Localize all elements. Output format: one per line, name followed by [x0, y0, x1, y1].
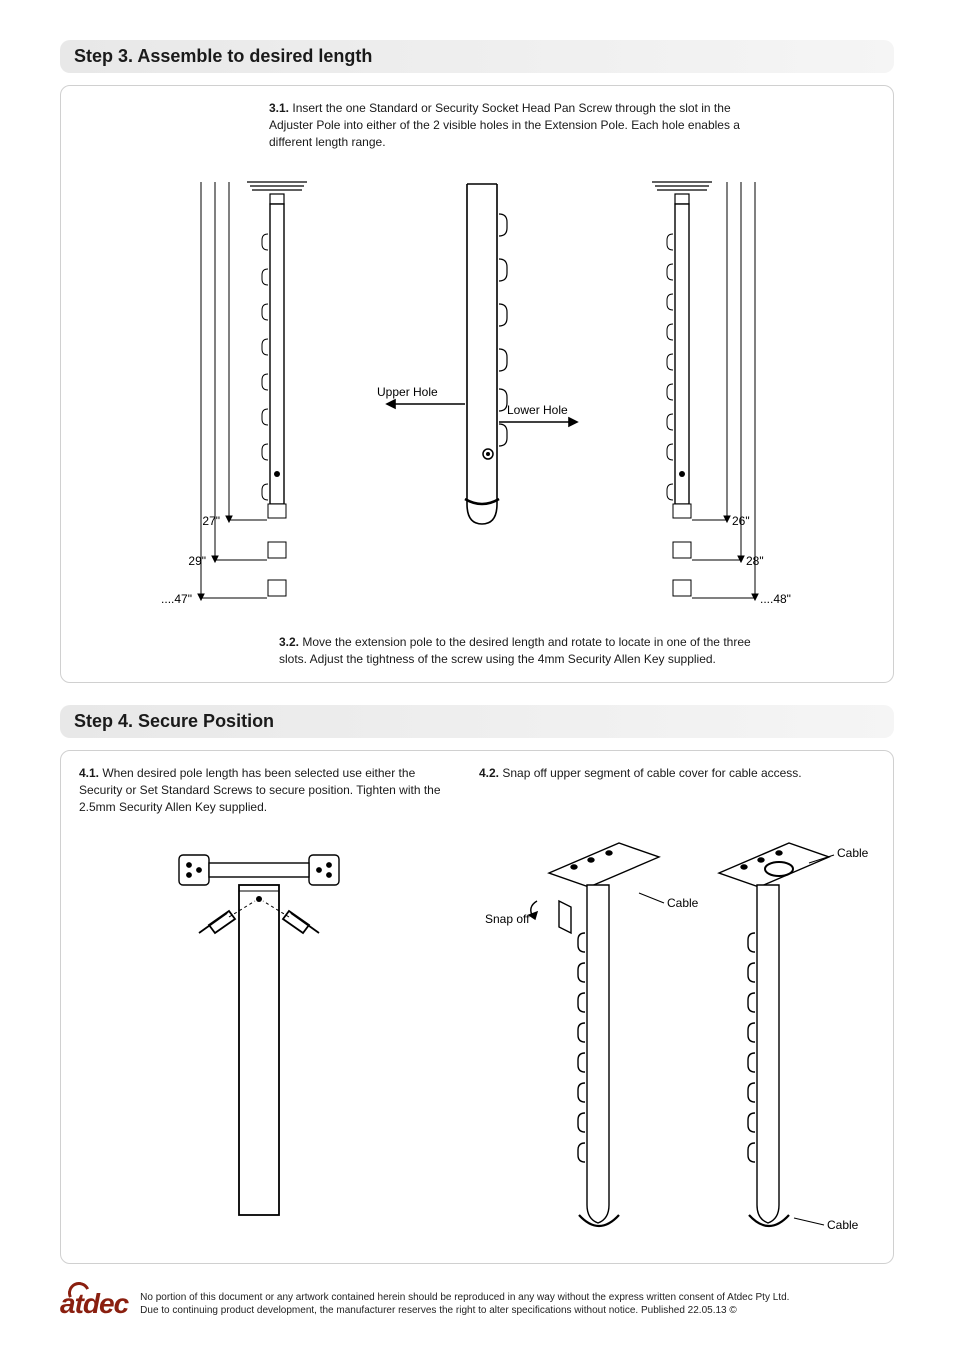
- dim-26: 26": [732, 514, 750, 528]
- pole-right-icon: 26" 28" ....48": [632, 164, 852, 614]
- step3-instr-31-text: Insert the one Standard or Security Sock…: [269, 101, 740, 149]
- upper-hole-label: Upper Hole: [377, 385, 438, 399]
- step3-right-column: 26" 28" ....48": [610, 164, 875, 614]
- step3-header: Step 3. Assemble to desired length: [60, 40, 894, 73]
- step4-instr-41-text: When desired pole length has been select…: [79, 766, 441, 814]
- step3-left-column: 27" 29" ....47": [79, 164, 344, 614]
- dim-27: 27": [202, 514, 220, 528]
- step3-instr-32-num: 3.2.: [279, 635, 299, 649]
- step3-instr-31-num: 3.1.: [269, 101, 289, 115]
- step4-diagram-42-icon: Snap off Cable: [479, 823, 879, 1243]
- step4-col-42: 4.2. Snap off upper segment of cable cov…: [479, 765, 879, 1243]
- step4-instr-42-num: 4.2.: [479, 766, 499, 780]
- step4-instr-41-num: 4.1.: [79, 766, 99, 780]
- step4-box: 4.1. When desired pole length has been s…: [60, 750, 894, 1264]
- cable-label-1: Cable: [667, 896, 699, 910]
- dim-47: ....47": [161, 592, 192, 606]
- step4-instr-42: 4.2. Snap off upper segment of cable cov…: [479, 765, 879, 813]
- footer-line2: Due to continuing product development, t…: [140, 1304, 789, 1318]
- snap-off-label: Snap off: [485, 912, 530, 926]
- step4-col-41: 4.1. When desired pole length has been s…: [79, 765, 459, 1243]
- step3-instr-32-text: Move the extension pole to the desired l…: [279, 635, 751, 666]
- footer-line1: No portion of this document or any artwo…: [140, 1291, 789, 1305]
- brand-logo: atdec: [60, 1288, 128, 1320]
- pole-left-icon: 27" 29" ....47": [102, 164, 322, 614]
- step3-diagrams: 27" 29" ....47": [79, 164, 875, 624]
- dim-28: 28": [746, 554, 764, 568]
- step4-instr-41: 4.1. When desired pole length has been s…: [79, 765, 459, 815]
- step3-instr-32: 3.2. Move the extension pole to the desi…: [279, 634, 759, 668]
- step4-diagram-41-icon: [79, 825, 459, 1225]
- dim-48: ....48": [760, 592, 791, 606]
- step4-header: Step 4. Secure Position: [60, 705, 894, 738]
- dim-29: 29": [188, 554, 206, 568]
- step4-title: Step 4. Secure Position: [74, 711, 880, 732]
- pole-center-icon: Upper Hole Lower Hole: [347, 164, 607, 564]
- lower-hole-label: Lower Hole: [507, 403, 568, 417]
- cable-label-2: Cable: [837, 846, 869, 860]
- step3-instr-31: 3.1. Insert the one Standard or Security…: [269, 100, 749, 150]
- step3-title: Step 3. Assemble to desired length: [74, 46, 880, 67]
- step3-center-column: Upper Hole Lower Hole: [344, 164, 609, 564]
- step4-instr-42-text: Snap off upper segment of cable cover fo…: [502, 766, 801, 780]
- cable-label-3: Cable: [827, 1218, 859, 1232]
- step3-box: 3.1. Insert the one Standard or Security…: [60, 85, 894, 683]
- footer-text: No portion of this document or any artwo…: [140, 1291, 789, 1318]
- page-footer: atdec No portion of this document or any…: [60, 1288, 894, 1320]
